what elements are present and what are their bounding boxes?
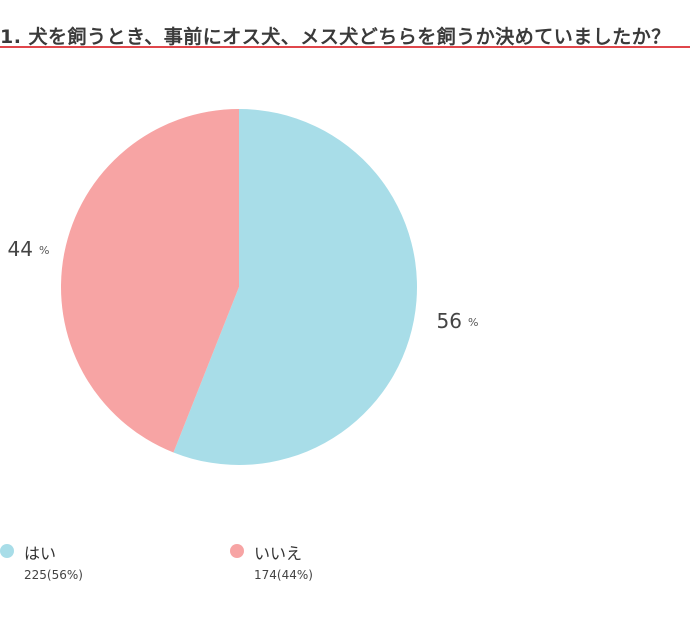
legend-swatch-yes <box>0 544 14 558</box>
legend-swatch-no <box>230 544 244 558</box>
slice-percent-label-no: 44 <box>8 237 33 261</box>
slice-percent-unit-no: % <box>39 244 49 257</box>
pie-slice-yes <box>173 109 418 465</box>
chart-title: 1. 犬を飼うとき、事前にオス犬、メス犬どちらを飼うか決めていましたか？ <box>0 26 671 48</box>
pie-slice-no <box>61 109 239 453</box>
legend-value-yes: 225(56%) <box>24 568 83 582</box>
title-underline <box>0 46 690 48</box>
legend-label-no: いいえ <box>254 544 303 563</box>
legend-value-no: 174(44%) <box>254 568 313 582</box>
slice-percent-label-yes: 56 <box>437 309 462 333</box>
slice-percent-unit-yes: % <box>468 316 478 329</box>
legend-label-yes: はい <box>24 544 57 563</box>
